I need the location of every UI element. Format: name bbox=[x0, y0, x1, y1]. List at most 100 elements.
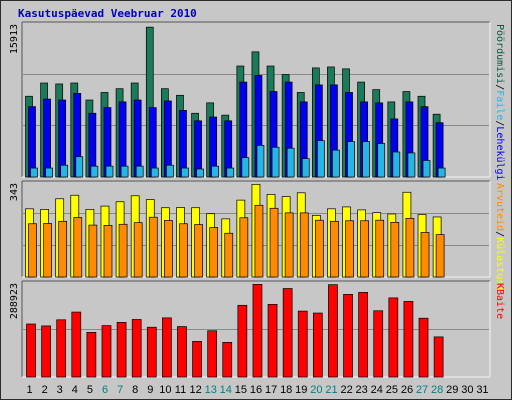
bar-arvuteid bbox=[133, 222, 143, 278]
bar-files bbox=[75, 156, 84, 178]
bar-kbaite bbox=[207, 330, 218, 378]
bar-pages bbox=[133, 99, 142, 178]
bar-pages bbox=[28, 106, 36, 178]
bar-kbaite bbox=[358, 292, 368, 378]
bar-files bbox=[332, 149, 340, 178]
bar-files bbox=[181, 167, 189, 178]
bar-arvuteid bbox=[420, 232, 430, 278]
legend-separator: / bbox=[494, 120, 505, 126]
x-tick-label: 13 bbox=[205, 384, 217, 396]
bar-arvuteid bbox=[405, 217, 415, 278]
bar-arvuteid bbox=[73, 217, 83, 278]
bar-files bbox=[437, 167, 446, 178]
bar-files bbox=[241, 157, 250, 178]
bar-kbaite bbox=[328, 284, 338, 378]
bar-files bbox=[166, 164, 174, 178]
bar-kbaite bbox=[71, 311, 82, 378]
bar-kbaite bbox=[237, 304, 248, 378]
bar-kbaite bbox=[41, 325, 51, 378]
bar-arvuteid bbox=[360, 220, 369, 278]
bar-kbaite bbox=[162, 317, 172, 378]
bar-arvuteid bbox=[284, 212, 294, 278]
bar-arvuteid bbox=[194, 224, 203, 278]
x-tick-label: 23 bbox=[356, 384, 368, 396]
panel-2-legend: KBaite bbox=[494, 283, 505, 319]
bar-arvuteid bbox=[345, 220, 354, 278]
x-tick-label: 24 bbox=[371, 384, 383, 396]
x-tick-label: 16 bbox=[250, 384, 262, 396]
bar-kbaite bbox=[56, 319, 67, 378]
bar-files bbox=[422, 160, 431, 178]
x-tick-label: 21 bbox=[325, 384, 337, 396]
legend-entry: Külastusi bbox=[494, 237, 505, 291]
bar-arvuteid bbox=[28, 223, 37, 278]
bar-kbaite bbox=[267, 303, 278, 378]
bar-arvuteid bbox=[43, 223, 52, 278]
bar-files bbox=[90, 165, 99, 178]
bar-kbaite bbox=[252, 284, 263, 378]
bar-arvuteid bbox=[239, 217, 249, 278]
bar-arvuteid bbox=[88, 224, 98, 278]
x-tick-label: 3 bbox=[57, 384, 63, 396]
bar-arvuteid bbox=[435, 234, 445, 278]
bar-arvuteid bbox=[390, 222, 400, 278]
x-tick-label: 20 bbox=[310, 384, 322, 396]
x-tick-label: 4 bbox=[72, 384, 78, 396]
bar-arvuteid bbox=[330, 220, 339, 278]
bar-kbaite bbox=[312, 312, 323, 378]
bar-arvuteid bbox=[58, 220, 68, 278]
bar-kbaite bbox=[116, 322, 127, 378]
bar-files bbox=[256, 145, 265, 178]
bar-kbaite bbox=[388, 297, 399, 378]
bar-arvuteid bbox=[164, 220, 173, 278]
bar-files bbox=[105, 165, 114, 178]
x-tick-label: 2 bbox=[42, 384, 48, 396]
x-tick-label: 25 bbox=[386, 384, 398, 396]
bar-kbaite bbox=[297, 310, 308, 378]
bar-files bbox=[407, 152, 416, 178]
bar-kbaite bbox=[177, 326, 187, 378]
bar-files bbox=[286, 147, 295, 178]
bar-files bbox=[301, 158, 310, 178]
x-tick-label: 29 bbox=[446, 384, 458, 396]
bar-files bbox=[60, 164, 69, 178]
bar-pages bbox=[148, 107, 157, 178]
legend-entry: Pöördumisi bbox=[494, 24, 505, 84]
panel-1-legend: Arvuteid/Külastusi bbox=[494, 183, 505, 291]
bar-arvuteid bbox=[299, 212, 309, 278]
bar-arvuteid bbox=[148, 216, 158, 278]
bar-arvuteid bbox=[179, 223, 188, 278]
x-tick-label: 14 bbox=[220, 384, 232, 396]
bar-kbaite bbox=[343, 293, 353, 378]
bar-kbaite bbox=[403, 301, 414, 378]
legend-entry: Lehekülgi bbox=[494, 126, 505, 180]
bar-kbaite bbox=[282, 288, 293, 378]
bar-arvuteid bbox=[224, 232, 234, 278]
bar-files bbox=[135, 165, 144, 178]
x-tick-label: 9 bbox=[147, 384, 153, 396]
x-tick-label: 1 bbox=[26, 384, 32, 396]
bar-arvuteid bbox=[118, 223, 128, 278]
chart-title: Kasutuspäevad Veebruar 2010 bbox=[18, 7, 197, 20]
panel-2-ymax-label: 288923 bbox=[9, 283, 20, 319]
bar-files bbox=[120, 165, 129, 178]
x-tick-label: 15 bbox=[235, 384, 247, 396]
panel-1-ymax-label: 343 bbox=[9, 183, 20, 201]
bar-pages bbox=[194, 120, 202, 178]
x-tick-label: 8 bbox=[132, 384, 138, 396]
x-tick-label: 6 bbox=[102, 384, 108, 396]
x-tick-label: 28 bbox=[431, 384, 443, 396]
x-tick-label: 27 bbox=[416, 384, 428, 396]
x-tick-label: 17 bbox=[265, 384, 277, 396]
bar-files bbox=[316, 140, 325, 178]
legend-entry: Faile bbox=[494, 90, 505, 120]
x-tick-label: 22 bbox=[340, 384, 352, 396]
panel-0-legend: Pöördumisi/Faile/Lehekülgi bbox=[494, 24, 505, 181]
bar-files bbox=[30, 167, 38, 178]
bar-kbaite bbox=[26, 323, 36, 378]
bar-kbaite bbox=[373, 310, 384, 378]
bar-pages bbox=[43, 98, 51, 178]
bar-kbaite bbox=[131, 319, 142, 378]
bar-files bbox=[211, 165, 220, 178]
